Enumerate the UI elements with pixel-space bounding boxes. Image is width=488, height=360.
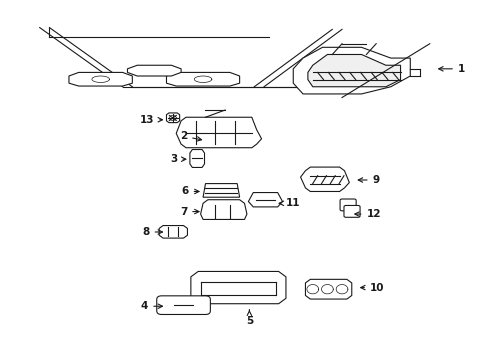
Polygon shape <box>248 193 282 207</box>
Text: 10: 10 <box>360 283 384 293</box>
Polygon shape <box>293 47 409 94</box>
FancyBboxPatch shape <box>157 296 210 315</box>
Text: 13: 13 <box>140 115 162 125</box>
Text: 5: 5 <box>245 310 252 325</box>
Polygon shape <box>166 113 179 123</box>
Polygon shape <box>200 200 246 220</box>
Text: 8: 8 <box>142 227 162 237</box>
Text: 2: 2 <box>180 131 201 141</box>
Polygon shape <box>307 54 400 87</box>
Polygon shape <box>190 271 285 304</box>
Text: 7: 7 <box>180 207 199 217</box>
Text: 4: 4 <box>141 301 162 311</box>
Polygon shape <box>300 167 348 192</box>
Text: 12: 12 <box>354 209 380 219</box>
FancyBboxPatch shape <box>343 206 359 217</box>
Text: 6: 6 <box>181 186 199 197</box>
FancyBboxPatch shape <box>339 199 355 211</box>
Text: 3: 3 <box>170 154 185 164</box>
Polygon shape <box>305 279 351 299</box>
Polygon shape <box>69 72 132 86</box>
Text: 1: 1 <box>438 64 464 74</box>
Text: 11: 11 <box>279 198 300 208</box>
Polygon shape <box>166 72 239 86</box>
Polygon shape <box>189 149 204 167</box>
Polygon shape <box>203 184 239 197</box>
Text: 9: 9 <box>358 175 379 185</box>
Polygon shape <box>159 226 187 238</box>
Polygon shape <box>176 117 261 148</box>
Polygon shape <box>127 65 181 76</box>
